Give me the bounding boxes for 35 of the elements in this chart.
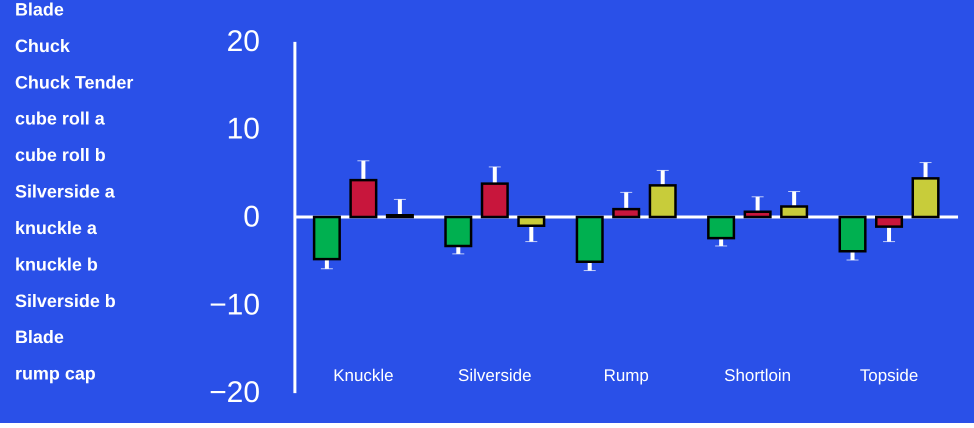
bar bbox=[349, 178, 378, 218]
y-tick-label: −10 bbox=[209, 288, 260, 322]
bar bbox=[612, 208, 640, 218]
text: cube roll b bbox=[14, 145, 106, 166]
x-tick-label: Silverside bbox=[458, 366, 532, 386]
x-tick-label: Shortloin bbox=[724, 366, 792, 386]
bar bbox=[707, 216, 736, 240]
bar bbox=[780, 205, 808, 218]
text: Silverside a bbox=[14, 182, 116, 202]
text: Chuck bbox=[14, 36, 70, 56]
bar bbox=[838, 216, 867, 252]
text: rump cap bbox=[14, 364, 96, 384]
text: Silverside b bbox=[14, 290, 116, 311]
bar bbox=[744, 210, 772, 218]
x-tick-label: Knuckle bbox=[333, 366, 394, 386]
text: knuckle b bbox=[14, 254, 98, 274]
text: knuckle a bbox=[14, 218, 98, 238]
bar bbox=[648, 184, 677, 218]
text: Blade bbox=[14, 327, 64, 348]
text: Blade bbox=[14, 0, 64, 20]
text: Chuck Tender bbox=[14, 72, 134, 92]
x-tick-label: Topside bbox=[860, 366, 918, 386]
y-tick-label: 0 bbox=[243, 200, 260, 234]
text: cube roll a bbox=[14, 108, 106, 129]
x-tick-label: Rump bbox=[604, 366, 649, 386]
y-tick-label: 20 bbox=[226, 24, 260, 58]
y-tick-label: −20 bbox=[209, 376, 260, 410]
bar bbox=[517, 216, 546, 228]
y-tick-label: 10 bbox=[226, 112, 260, 146]
bar bbox=[312, 216, 341, 260]
bar bbox=[875, 216, 904, 228]
bar bbox=[576, 216, 604, 264]
bar bbox=[912, 177, 940, 218]
bar bbox=[480, 182, 509, 218]
bar bbox=[444, 216, 472, 248]
